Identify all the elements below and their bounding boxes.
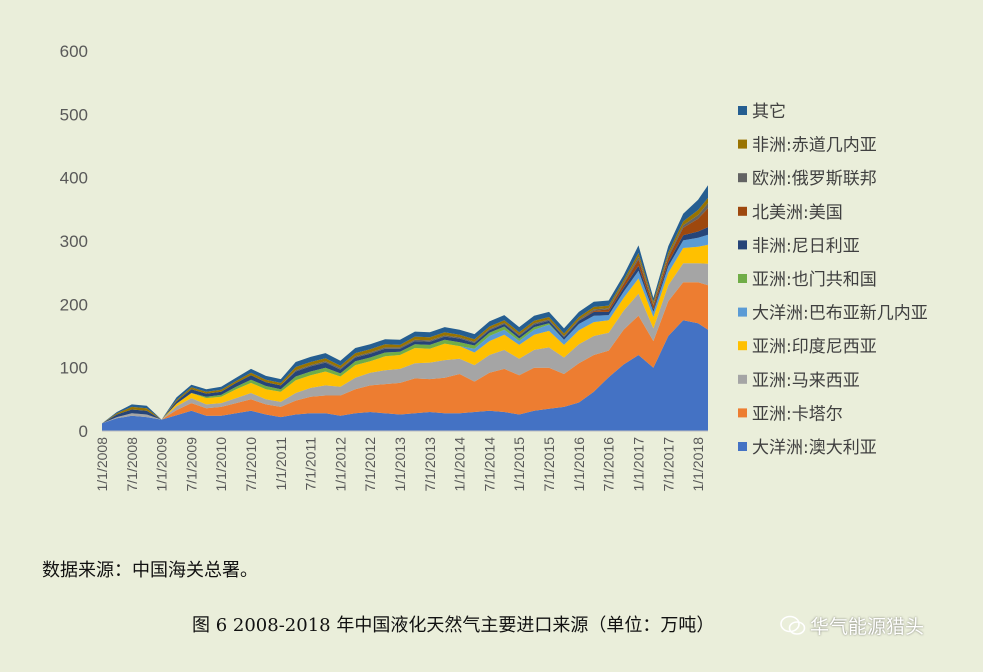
x-tick-label-0: 1/1/2008	[94, 437, 110, 492]
legend-swatch-2	[738, 173, 747, 183]
legend-label-5: 亚洲:也门共和国	[752, 270, 877, 290]
source-note: 数据来源：中国海关总署。	[42, 560, 258, 581]
y-tick-label-5: 500	[60, 105, 88, 124]
area-series-2	[102, 263, 708, 424]
legend-label-9: 亚洲:卡塔尔	[752, 404, 843, 424]
x-tick-label-10: 1/1/2013	[392, 437, 408, 492]
legend-swatch-10	[738, 442, 747, 451]
legend-label-4: 非洲:尼日利亚	[752, 236, 860, 256]
x-tick-label-8: 1/1/2012	[332, 437, 348, 492]
legend-label-8: 亚洲:马来西亚	[752, 371, 860, 391]
legend-label-10: 大洋洲:澳大利亚	[752, 438, 877, 458]
legend-swatch-4	[738, 240, 747, 250]
x-tick-label-6: 1/1/2011	[273, 437, 289, 491]
legend-swatch-6	[738, 307, 747, 317]
area-layer	[102, 185, 708, 431]
legend-swatch-8	[738, 374, 747, 384]
legend-label-2: 欧洲:俄罗斯联邦	[752, 169, 877, 189]
x-tick-label-19: 7/1/2017	[660, 437, 676, 492]
x-tick-label-7: 7/1/2011	[303, 437, 319, 491]
y-tick-label-2: 200	[60, 295, 88, 314]
legend-swatch-9	[738, 408, 747, 418]
watermark-text: 华气能源猎头	[810, 616, 925, 638]
x-tick-label-2: 1/1/2009	[154, 437, 170, 492]
figure-caption: 图 6 2008-2018 年中国液化天然气主要进口来源（单位：万吨）	[192, 615, 715, 636]
y-tick-label-3: 300	[60, 232, 88, 251]
legend-label-1: 非洲:赤道几内亚	[752, 136, 877, 156]
x-tick-label-20: 1/1/2018	[690, 437, 706, 492]
y-tick-label-1: 100	[60, 359, 88, 378]
legend-swatch-3	[738, 206, 747, 216]
legend-label-6: 大洋洲:巴布亚新几内亚	[752, 304, 928, 324]
legend-label-3: 北美洲:美国	[752, 203, 843, 223]
y-tick-label-4: 400	[60, 169, 88, 188]
x-tick-label-12: 1/1/2014	[452, 437, 468, 492]
legend-label-0: 其它	[752, 102, 786, 122]
x-tick-label-15: 7/1/2015	[541, 437, 557, 492]
legend-swatch-1	[738, 139, 747, 149]
legend: 其它非洲:赤道几内亚欧洲:俄罗斯联邦北美洲:美国非洲:尼日利亚亚洲:也门共和国大…	[738, 102, 928, 458]
x-tick-label-11: 7/1/2013	[422, 437, 438, 492]
legend-swatch-7	[738, 341, 747, 351]
area-series-1	[102, 282, 708, 424]
x-axis-ticks: 1/1/2008 7/1/2008 1/1/2009 7/1/2009 1/1/2010…	[94, 437, 706, 492]
x-tick-label-14: 1/1/2015	[511, 437, 527, 492]
legend-label-7: 亚洲:印度尼西亚	[752, 337, 877, 357]
area-series-0	[102, 320, 708, 431]
x-tick-label-18: 1/1/2017	[631, 437, 647, 492]
x-tick-label-9: 7/1/2012	[362, 437, 378, 492]
area-series-3	[102, 244, 708, 424]
x-tick-label-5: 7/1/2010	[243, 437, 259, 492]
y-tick-label-0: 0	[79, 422, 88, 441]
legend-swatch-0	[738, 106, 747, 115]
x-tick-label-4: 1/1/2010	[213, 437, 229, 492]
x-tick-label-17: 7/1/2016	[601, 437, 617, 492]
wechat-icon	[780, 615, 806, 635]
x-tick-label-1: 7/1/2008	[124, 437, 140, 492]
x-tick-label-13: 7/1/2014	[481, 437, 497, 492]
x-tick-label-3: 7/1/2009	[183, 437, 199, 492]
area-series-7	[102, 208, 708, 424]
legend-swatch-5	[738, 274, 747, 283]
x-tick-label-16: 1/1/2016	[571, 437, 587, 492]
y-axis-ticks: 0 100 200 300 400 500 600	[60, 42, 88, 441]
watermark: 华气能源猎头	[780, 612, 924, 639]
y-tick-label-6: 600	[60, 42, 88, 61]
